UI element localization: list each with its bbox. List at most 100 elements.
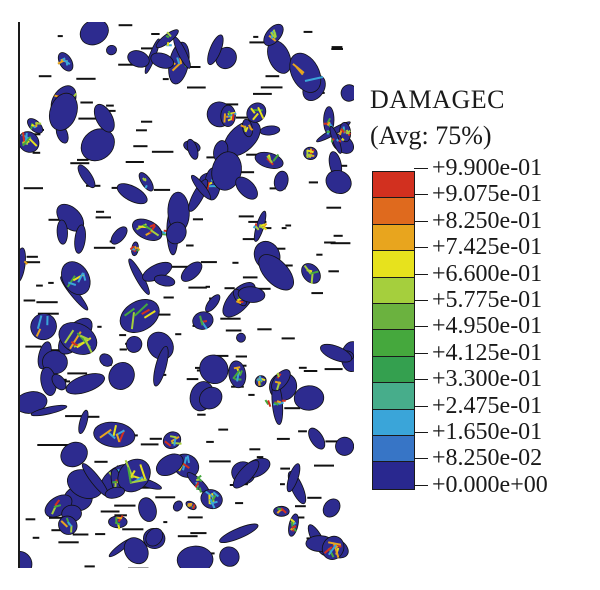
contour-streak: [118, 63, 137, 66]
contour-streak: [209, 460, 231, 463]
grain: [153, 345, 169, 387]
contour-streak: [72, 533, 89, 536]
grain: [116, 183, 148, 205]
grain: [57, 52, 74, 72]
legend-tick: [414, 194, 428, 196]
legend-tick: [414, 273, 428, 275]
contour-streak: [235, 116, 249, 119]
legend-subtitle: (Avg: 75%): [370, 121, 492, 150]
contour-streak: [100, 510, 120, 513]
legend-swatch: [373, 462, 414, 489]
legend-label: +6.600e-01: [414, 261, 548, 287]
grain: [108, 362, 135, 390]
grain: [56, 219, 68, 245]
contour-streak: [78, 117, 100, 120]
contour-streak: [151, 150, 174, 153]
contour-streak: [253, 35, 259, 38]
legend-label: +9.900e-01: [414, 155, 548, 181]
contour-streak: [153, 188, 171, 191]
legend-tick: [414, 326, 428, 328]
contour-streak: [23, 299, 36, 302]
grain: [252, 210, 268, 242]
grain: [325, 169, 352, 195]
grain: [8, 550, 33, 576]
contour-streak: [94, 460, 108, 463]
grain: [340, 84, 358, 102]
grain: [110, 226, 128, 245]
grain: [93, 103, 115, 133]
contour-streak: [49, 516, 68, 519]
grain: [237, 286, 266, 303]
grain: [289, 52, 324, 93]
grain: [219, 523, 259, 544]
contour-streak: [58, 541, 79, 544]
grain: [303, 146, 318, 161]
grain: [220, 104, 237, 127]
contour-streak: [118, 24, 133, 27]
contour-streak: [119, 348, 127, 351]
contour-streak: [257, 287, 271, 290]
legend-tick: [414, 168, 428, 169]
contour-streak: [114, 514, 127, 517]
contour-streak: [51, 529, 61, 532]
contour-streak: [136, 129, 147, 132]
contour-streak: [57, 35, 63, 38]
contour-streak: [330, 242, 351, 245]
grain: [308, 427, 326, 450]
legend-tick: [414, 458, 428, 460]
grain: [271, 369, 291, 392]
contour-streak: [281, 227, 287, 230]
contour-streak: [192, 218, 203, 221]
contour-streak: [86, 415, 100, 418]
grain: [48, 92, 78, 131]
grain: [165, 221, 187, 245]
contour-streak: [214, 354, 229, 357]
grain: [185, 500, 197, 511]
legend-tick: [414, 379, 428, 381]
grain: [106, 44, 117, 56]
grain: [258, 254, 294, 291]
contour-streak: [324, 241, 336, 244]
legend-label: +3.300e-01: [414, 366, 548, 392]
contour-streak: [119, 334, 127, 337]
contour-streak: [295, 505, 306, 508]
contour-streak: [265, 75, 280, 78]
contour-streak: [163, 521, 168, 524]
contour-streak: [106, 104, 114, 107]
contour-streak: [249, 448, 261, 451]
contour-streak: [200, 261, 217, 264]
legend-label: +8.250e-02: [414, 445, 548, 471]
grain: [190, 174, 212, 200]
contour-streak: [25, 345, 42, 348]
contour-streak: [57, 444, 70, 446]
grain: [254, 375, 267, 388]
contour-streak: [177, 535, 198, 538]
contour-streak: [26, 255, 38, 258]
grain: [232, 459, 260, 489]
grain: [338, 122, 352, 143]
grain: [329, 125, 345, 154]
legend-tick: [414, 352, 428, 354]
contour-streak: [307, 496, 322, 499]
legend-label: +8.250e-01: [414, 208, 548, 234]
grain: [186, 138, 199, 160]
grain: [150, 52, 174, 69]
grain: [293, 385, 325, 411]
contour-streak: [122, 528, 144, 531]
grain: [219, 546, 240, 567]
contour-streak: [281, 337, 295, 340]
contour-streak: [152, 313, 171, 316]
contour-streak: [125, 161, 144, 163]
legend-swatch: [373, 172, 414, 199]
contour-streak: [187, 516, 203, 519]
grain: [74, 224, 86, 254]
contour-streak: [151, 33, 160, 35]
contour-streak: [325, 440, 346, 443]
contour-streak: [186, 378, 199, 381]
grain: [228, 360, 247, 389]
grain: [162, 431, 182, 449]
contour-streak: [48, 281, 54, 284]
grain: [30, 404, 68, 417]
contour-streak: [187, 86, 206, 89]
contour-streak: [249, 41, 270, 44]
